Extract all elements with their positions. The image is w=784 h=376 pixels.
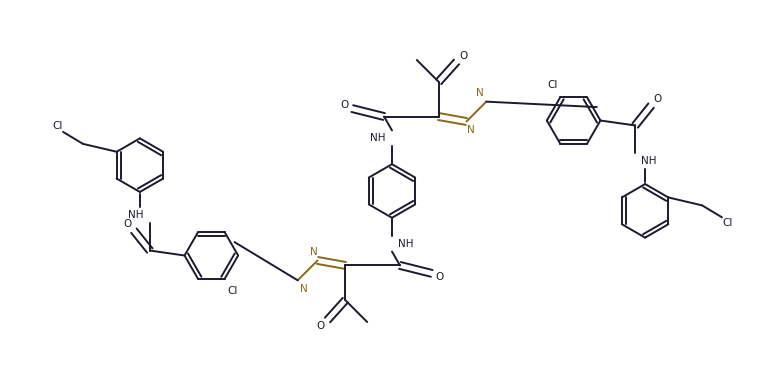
Text: NH: NH (398, 239, 414, 249)
Text: N: N (299, 284, 307, 294)
Text: N: N (466, 126, 474, 135)
Text: NH: NH (128, 210, 143, 220)
Text: N: N (310, 247, 318, 256)
Text: NH: NH (641, 156, 657, 166)
Text: NH: NH (370, 133, 386, 143)
Text: Cl: Cl (227, 286, 238, 296)
Text: Cl: Cl (52, 121, 62, 131)
Text: O: O (459, 51, 467, 61)
Text: O: O (317, 321, 325, 331)
Text: N: N (477, 88, 485, 98)
Text: O: O (436, 272, 444, 282)
Text: Cl: Cl (547, 80, 557, 90)
Text: O: O (653, 94, 661, 104)
Text: O: O (124, 219, 132, 229)
Text: O: O (340, 100, 348, 110)
Text: Cl: Cl (723, 218, 733, 228)
